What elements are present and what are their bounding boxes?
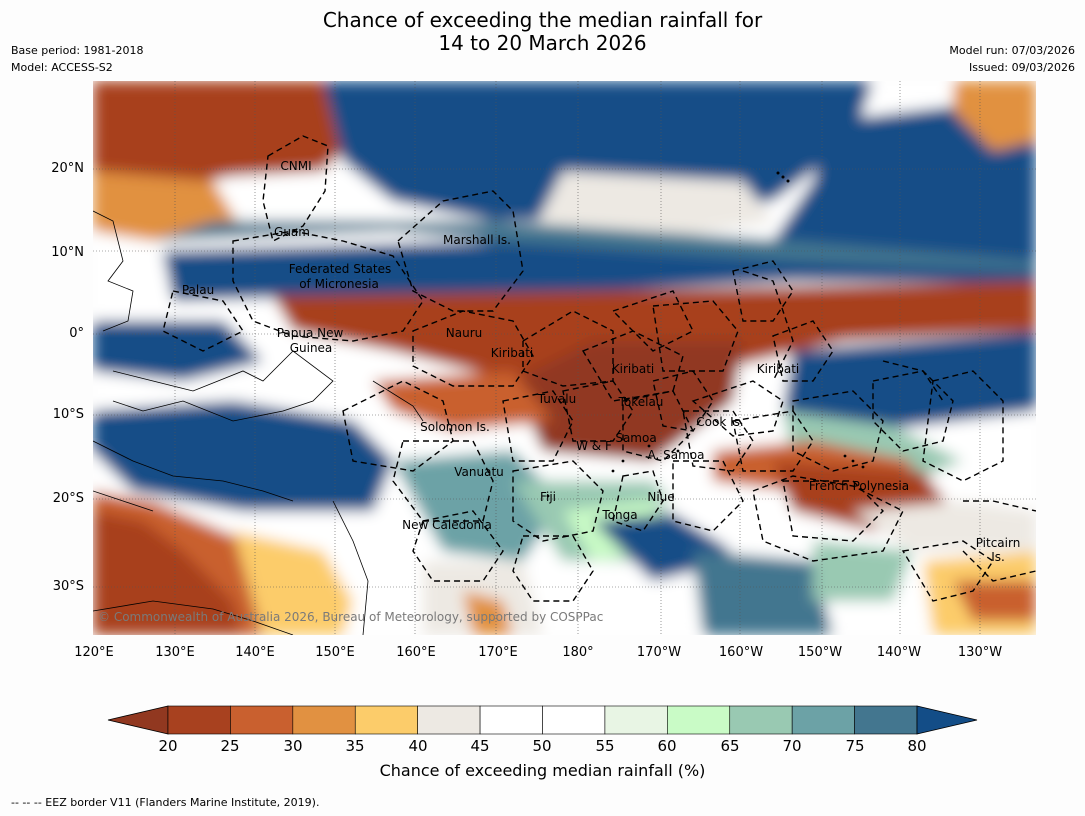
place-label-kiribati-west: Kiribati xyxy=(490,346,534,360)
lon-label-130w: 130°W xyxy=(957,645,1003,660)
lon-label-150e: 150°E xyxy=(315,645,355,660)
place-label-samoa: Samoa xyxy=(615,431,657,445)
place-label-pitcairn-line1: Pitcairn xyxy=(975,536,1021,550)
graticule xyxy=(93,81,1036,635)
colorbar-tick-50: 50 xyxy=(532,737,552,755)
colorbar-cell xyxy=(354,705,418,735)
colorbar-cell xyxy=(604,705,668,735)
lon-label-170e: 170°E xyxy=(478,645,518,660)
colorbar-cell xyxy=(542,705,606,735)
place-label-nauru: Nauru xyxy=(445,326,483,340)
lat-label-20s: 20°S xyxy=(52,491,84,506)
lat-label-0: 0° xyxy=(69,326,84,341)
rainfall-field xyxy=(93,81,1036,635)
lon-label-120e: 120°E xyxy=(74,645,114,660)
colorbar-tick-80: 80 xyxy=(907,737,927,755)
eez-footnote: -- -- -- EEZ border V11 (Flanders Marine… xyxy=(11,796,320,809)
place-label-french-polynesia: French Polynesia xyxy=(808,479,910,493)
place-label-png-line1: Papua New xyxy=(276,326,344,340)
place-label-solomon-is: Solomon Is. xyxy=(420,420,490,434)
place-label-cnmi: CNMI xyxy=(280,159,312,173)
colorbar-tick-25: 25 xyxy=(220,737,240,755)
colorbar xyxy=(107,705,978,735)
place-label-png-line2: Guinea xyxy=(289,341,333,355)
colorbar-cell xyxy=(230,705,294,735)
place-label-american-samoa: A. Samoa xyxy=(647,448,705,462)
place-label-vanuatu: Vanuatu xyxy=(454,465,504,479)
colorbar-tick-45: 45 xyxy=(470,737,490,755)
base-period: Base period: 1981-2018 xyxy=(11,44,144,57)
rainfall-map xyxy=(93,81,1036,635)
lat-label-30s: 30°S xyxy=(52,579,84,594)
place-label-guam: Guam xyxy=(274,225,310,239)
colorbar-tick-40: 40 xyxy=(408,737,428,755)
place-label-tonga: Tonga xyxy=(602,508,638,522)
colorbar-tick-60: 60 xyxy=(657,737,677,755)
place-label-cook-is: Cook Is. xyxy=(696,415,744,429)
colorbar-cell xyxy=(667,705,731,735)
colorbar-tick-20: 20 xyxy=(158,737,178,755)
map-title-line2: 14 to 20 March 2026 xyxy=(438,31,647,55)
colorbar-over-triangle xyxy=(916,705,978,735)
island-marks xyxy=(546,171,865,498)
lon-label-150w: 150°W xyxy=(797,645,843,660)
place-label-niue: Niue xyxy=(647,490,675,504)
eez-borders xyxy=(162,135,1036,602)
place-label-pitcairn-line2: Is. xyxy=(991,550,1005,564)
place-label-tuvalu: Tuvalu xyxy=(537,392,577,406)
colorbar-under-triangle xyxy=(107,705,169,735)
lon-label-180: 180° xyxy=(562,645,594,660)
colorbar-tick-30: 30 xyxy=(283,737,303,755)
lat-label-10s: 10°S xyxy=(52,407,84,422)
coastlines xyxy=(93,210,424,635)
issued-date: Issued: 09/03/2026 xyxy=(968,61,1075,74)
lon-label-140e: 140°E xyxy=(235,645,275,660)
colorbar-tick-35: 35 xyxy=(345,737,365,755)
place-label-new-caledonia: New Caledonia xyxy=(402,518,492,532)
place-label-kiribati-east: Kiribati xyxy=(756,362,800,376)
model-run: Model run: 07/03/2026 xyxy=(949,44,1075,57)
colorbar-cell xyxy=(791,705,855,735)
colorbar-cell xyxy=(854,705,918,735)
place-label-marshall-is: Marshall Is. xyxy=(443,233,511,247)
colorbar-cell xyxy=(292,705,356,735)
place-label-tokelau: Tokelau xyxy=(618,395,664,409)
place-label-wallis-futuna: W & F xyxy=(576,439,612,453)
rainfall-map-canvas xyxy=(93,81,1036,635)
lat-label-20n: 20°N xyxy=(51,161,84,176)
colorbar-cell xyxy=(729,705,793,735)
lon-label-170w: 170°W xyxy=(636,645,682,660)
colorbar-tick-70: 70 xyxy=(782,737,802,755)
place-label-fsm-line1: Federated States xyxy=(288,262,392,276)
copyright-notice: © Commonwealth of Australia 2026, Bureau… xyxy=(98,610,604,624)
map-title-line1: Chance of exceeding the median rainfall … xyxy=(322,8,763,32)
place-label-kiribati-central: Kiribati xyxy=(611,362,655,376)
colorbar-label: Chance of exceeding median rainfall (%) xyxy=(379,761,706,780)
colorbar-cell xyxy=(167,705,231,735)
colorbar-tick-55: 55 xyxy=(595,737,615,755)
place-label-fiji: Fiji xyxy=(539,490,557,504)
colorbar-cell xyxy=(479,705,543,735)
lon-label-160w: 160°W xyxy=(718,645,764,660)
colorbar-tick-65: 65 xyxy=(720,737,740,755)
model-name: Model: ACCESS-S2 xyxy=(11,61,113,74)
place-label-palau: Palau xyxy=(181,283,215,297)
colorbar-tick-75: 75 xyxy=(845,737,865,755)
lon-label-130e: 130°E xyxy=(155,645,195,660)
lon-label-160e: 160°E xyxy=(396,645,436,660)
place-label-fsm-line2: of Micronesia xyxy=(299,277,379,291)
lon-label-140w: 140°W xyxy=(876,645,922,660)
colorbar-cell xyxy=(417,705,481,735)
lat-label-10n: 10°N xyxy=(51,245,84,260)
